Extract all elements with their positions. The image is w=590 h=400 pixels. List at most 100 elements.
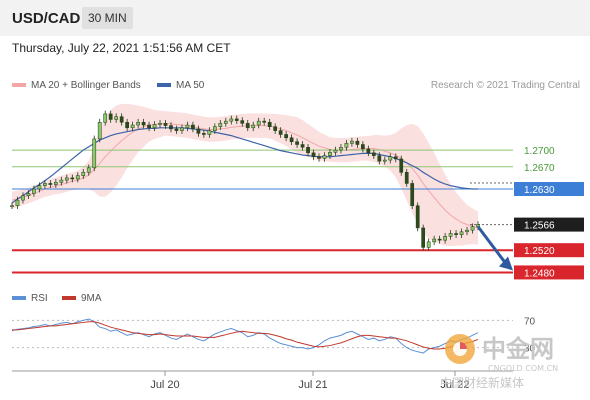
bollinger-band <box>12 103 478 247</box>
candle-body <box>470 226 475 231</box>
candle-body <box>333 149 338 153</box>
candle-body <box>240 120 245 124</box>
candle-body <box>114 116 119 120</box>
candle-body <box>86 167 91 173</box>
candle-body <box>443 236 447 241</box>
legend-swatch-bollinger <box>12 83 26 88</box>
x-tick-label: Jul 20 <box>150 379 179 391</box>
candle-body <box>125 122 129 129</box>
legend-rsi: RSI <box>12 293 48 304</box>
legend-rsi-label: RSI <box>31 293 48 304</box>
candle-body <box>344 143 349 148</box>
legend-rsi-ma: 9MA <box>62 293 102 304</box>
header-bar: USD/CAD 30 MIN <box>0 0 590 36</box>
candle-body <box>465 229 469 233</box>
x-tick-label: Jul 22 <box>440 379 469 391</box>
timestamp: Thursday, July 22, 2021 1:51:56 AM CET <box>12 41 231 55</box>
candle-body <box>158 123 162 125</box>
candle-body <box>421 227 426 248</box>
forecast-arrow-head <box>499 256 513 271</box>
candle-body <box>163 123 168 126</box>
forecast-arrow-shaft <box>476 225 507 264</box>
candle-body <box>75 175 80 180</box>
candle-body <box>377 155 382 162</box>
research-credit: Research © 2021 Trading Central <box>430 80 580 91</box>
candle-body <box>202 133 206 135</box>
candle-body <box>15 199 20 206</box>
candle-body <box>366 148 371 154</box>
candle-body <box>300 144 305 148</box>
level-label-1.2630: 1.2630 <box>524 185 555 196</box>
candle-body <box>256 120 261 126</box>
level-label-1.2670: 1.2670 <box>524 163 555 174</box>
candle-body <box>147 124 151 129</box>
candle-body <box>404 172 409 184</box>
candle-body <box>130 124 135 129</box>
candle-body <box>361 144 365 150</box>
svg-text:中国财经新媒体: 中国财经新媒体 <box>440 375 524 390</box>
candle-body <box>393 156 398 160</box>
timeframe-selector[interactable]: 30 MIN <box>82 7 133 29</box>
candle-body <box>410 183 415 206</box>
level-label-1.2480: 1.2480 <box>524 268 555 279</box>
candle-body <box>43 183 47 186</box>
candle-body <box>59 179 64 183</box>
candle-body <box>218 123 223 127</box>
legend-ma50-label: MA 50 <box>176 80 205 91</box>
candle-body <box>311 152 316 157</box>
candle-body <box>185 124 190 129</box>
legend-bollinger-label: MA 20 + Bollinger Bands <box>31 80 141 91</box>
candle-body <box>212 126 217 131</box>
candle-body <box>459 231 464 235</box>
candle-body <box>37 185 42 190</box>
candle-body <box>278 130 283 135</box>
level-tag-1.2630 <box>514 182 584 196</box>
candle-body <box>196 128 201 134</box>
candle-body <box>454 233 458 235</box>
rsi-line <box>11 318 479 354</box>
candle-body <box>108 113 113 120</box>
candle-body <box>141 122 146 126</box>
svg-text:CNGOLD.COM.CN: CNGOLD.COM.CN <box>488 364 558 373</box>
candle-body <box>289 137 294 142</box>
candle-body <box>229 118 234 122</box>
candle-body <box>234 118 239 121</box>
legend-bollinger: MA 20 + Bollinger Bands <box>12 80 141 91</box>
candle-body <box>448 233 453 237</box>
rsi-ma-line <box>12 321 479 350</box>
rsi-level-label-70: 70 <box>524 316 536 327</box>
svg-text:中金网: 中金网 <box>482 335 554 363</box>
candle-body <box>328 152 332 156</box>
candle-body <box>191 124 195 130</box>
candle-body <box>92 138 97 169</box>
bollinger-mid-line <box>11 122 479 229</box>
candle-body <box>32 188 36 194</box>
level-tag-1.2520 <box>514 243 584 258</box>
cngold-watermark-logo: 中金网 CNGOLD.COM.CN 中国财经新媒体 <box>440 334 558 390</box>
candle-body <box>339 147 343 151</box>
candle-body <box>174 128 179 131</box>
candle-body <box>26 193 31 196</box>
candle-body <box>169 125 173 130</box>
candle-body <box>207 130 212 135</box>
candle-body <box>415 205 420 229</box>
level-tag-1.2480 <box>514 265 584 280</box>
candle-body <box>245 123 250 129</box>
candle-body <box>267 122 272 127</box>
legend-swatch-rsi-ma <box>62 296 76 301</box>
candle-body <box>21 195 25 201</box>
candle-body <box>64 177 69 181</box>
candle-body <box>262 120 267 123</box>
candle-body <box>10 205 14 207</box>
x-tick-label: Jul 21 <box>298 379 327 391</box>
candle-body <box>322 155 327 159</box>
candle-body <box>426 241 431 248</box>
rsi-panel: 70 30 Jul 20 Jul 21 Jul 22 <box>11 316 536 391</box>
candle-body <box>273 126 278 131</box>
legend-ma50: MA 50 <box>157 80 204 91</box>
candle-body <box>388 156 393 161</box>
level-tag-1.2566 <box>514 217 584 232</box>
level-label-1.2520: 1.2520 <box>524 246 555 257</box>
candle-body <box>223 120 228 124</box>
